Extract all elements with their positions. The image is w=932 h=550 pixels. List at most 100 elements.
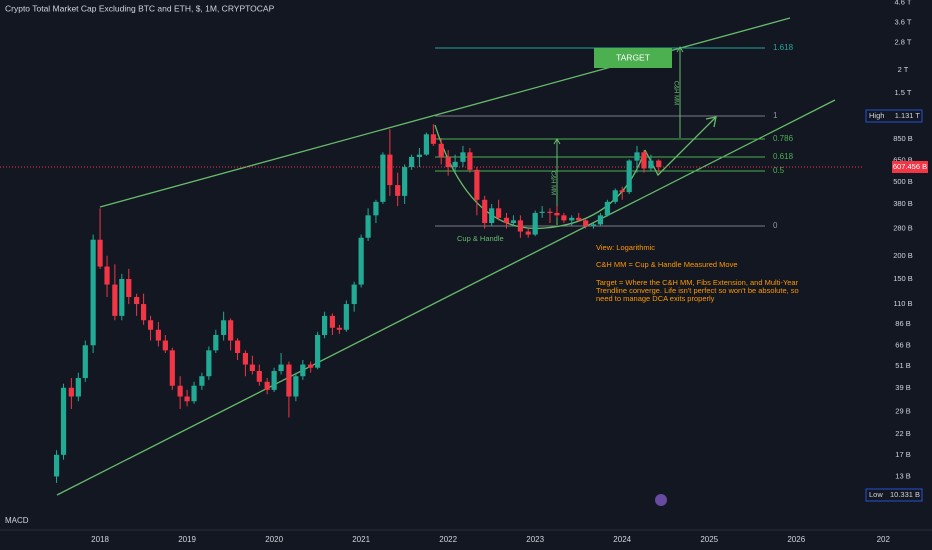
measured-move-label: C&H MM <box>549 171 555 195</box>
candle-body <box>532 212 538 235</box>
candle-body <box>112 284 118 316</box>
y-tick-label: 39 B <box>895 383 910 392</box>
target-label: TARGET <box>616 52 650 62</box>
y-tick-label: 500 B <box>893 177 913 186</box>
fib-label: 0.618 <box>773 152 794 161</box>
last-price: 607.456 B <box>893 162 927 171</box>
candle-body <box>569 217 575 221</box>
x-tick-label: 2018 <box>91 535 109 544</box>
candle-body <box>300 364 306 377</box>
y-tick-label: 17 B <box>895 450 910 459</box>
y-tick-label: 200 B <box>893 251 913 260</box>
fib-label: 0 <box>773 221 778 230</box>
candle-body <box>373 201 379 216</box>
note: Trendline converge. Life isn't perfect s… <box>596 286 799 295</box>
candle-body <box>482 199 488 224</box>
y-tick-label: 150 B <box>893 274 913 283</box>
candle-body <box>286 364 292 397</box>
x-tick-label: 202 <box>877 535 891 544</box>
lower-trendline <box>56 99 836 496</box>
candle-body <box>82 345 88 379</box>
candle-body <box>60 387 67 455</box>
candle-body <box>177 385 183 397</box>
candle-body <box>242 352 249 365</box>
high-value: 1.131 T <box>895 111 921 120</box>
y-tick-label: 650 B <box>893 156 913 165</box>
pattern-label: Cup & Handle <box>457 234 504 243</box>
candle-body <box>539 211 545 213</box>
y-tick-label: 66 B <box>895 340 910 349</box>
candle-body <box>416 154 423 157</box>
candle-body <box>315 334 321 368</box>
candles <box>53 124 662 483</box>
candle-body <box>169 350 175 386</box>
candle-body <box>641 152 647 169</box>
y-tick-label: 13 B <box>895 471 910 480</box>
candle-body <box>228 320 234 341</box>
candle-body <box>395 185 401 196</box>
fib-label: 0.786 <box>773 134 794 143</box>
candle-body <box>321 315 328 335</box>
candle-body <box>119 278 125 316</box>
candle-body <box>583 220 589 226</box>
y-tick-label: 29 B <box>895 407 910 416</box>
candle-body <box>496 208 502 218</box>
candle-body <box>234 340 241 353</box>
chart-title: Crypto Total Market Cap Excluding BTC an… <box>5 3 275 13</box>
candle-body <box>206 350 212 377</box>
candle-body <box>256 371 262 382</box>
y-tick-label: 1.5 T <box>895 88 912 97</box>
y-tick-label: 22 B <box>895 429 910 438</box>
candle-body <box>430 134 436 144</box>
candle-body <box>104 266 110 285</box>
candle-body <box>271 371 277 390</box>
x-tick-label: 2026 <box>787 535 805 544</box>
candle-body <box>402 167 408 196</box>
candle-body <box>278 364 284 372</box>
y-tick-label: 850 B <box>893 134 913 143</box>
fib-label: 1 <box>773 111 778 120</box>
y-tick-label: 110 B <box>893 299 912 308</box>
x-tick-label: 2019 <box>178 535 196 544</box>
y-tick-label: 86 B <box>895 319 910 328</box>
candle-body <box>293 376 299 397</box>
y-tick-label: 2 T <box>898 65 909 74</box>
candle-body <box>343 304 349 330</box>
target-box <box>594 48 672 68</box>
indicator-label: MACD <box>5 516 29 525</box>
candle-body <box>199 376 205 386</box>
candle-body <box>547 211 553 213</box>
y-tick-label: 280 B <box>893 224 913 233</box>
high-box <box>865 109 923 123</box>
x-tick-label: 2023 <box>526 535 544 544</box>
candle-body <box>576 217 582 221</box>
candle-body <box>648 160 654 169</box>
arrow-head <box>676 46 684 53</box>
candle-body <box>147 320 154 330</box>
candle-body <box>97 239 103 267</box>
candle-body <box>90 239 96 346</box>
arrow-head <box>553 138 561 145</box>
candle-body <box>503 217 510 224</box>
candle-body <box>467 152 473 170</box>
candle-body <box>68 387 74 397</box>
upper-trendline <box>99 17 791 208</box>
candle-body <box>510 220 517 224</box>
candle-body <box>365 215 371 238</box>
high-label: High <box>869 111 884 120</box>
candle-body <box>351 284 357 305</box>
candle-body <box>634 152 640 161</box>
candle-body <box>213 334 219 351</box>
last-price-box <box>892 161 928 173</box>
candle-body <box>162 340 168 351</box>
x-tick-label: 2024 <box>613 535 631 544</box>
fib-label: 0.5 <box>773 166 785 175</box>
arrow-head <box>705 116 717 128</box>
handle-path <box>644 117 716 177</box>
candle-body <box>221 320 227 335</box>
low-value: 10.331 B <box>890 490 920 499</box>
candle-body <box>525 231 531 235</box>
note: C&H MM = Cup & Handle Measured Move <box>596 260 738 269</box>
y-tick-label: 380 B <box>893 199 913 208</box>
